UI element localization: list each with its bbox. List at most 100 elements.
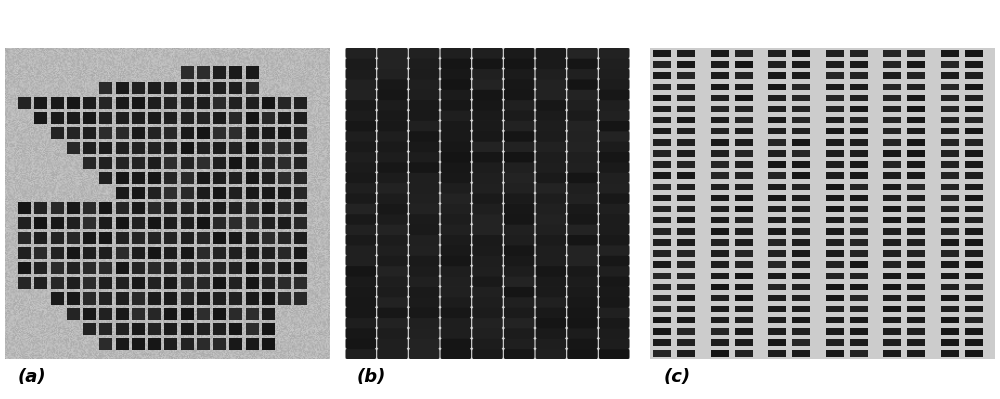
- Bar: [653, 184, 671, 190]
- Bar: [116, 112, 128, 124]
- Bar: [826, 273, 844, 279]
- Bar: [262, 127, 275, 139]
- FancyBboxPatch shape: [536, 193, 566, 204]
- FancyBboxPatch shape: [472, 255, 503, 266]
- FancyBboxPatch shape: [441, 265, 471, 277]
- Bar: [229, 323, 242, 335]
- Bar: [197, 157, 210, 169]
- Bar: [67, 308, 80, 320]
- Bar: [677, 128, 695, 134]
- Bar: [711, 95, 729, 101]
- FancyBboxPatch shape: [567, 286, 598, 297]
- Text: (b): (b): [356, 368, 386, 386]
- FancyBboxPatch shape: [599, 317, 629, 328]
- FancyBboxPatch shape: [472, 89, 503, 100]
- Bar: [262, 142, 275, 154]
- Bar: [262, 338, 275, 350]
- Bar: [768, 61, 786, 68]
- Bar: [653, 261, 671, 268]
- Bar: [197, 292, 210, 304]
- Bar: [941, 83, 959, 90]
- Bar: [653, 128, 671, 134]
- FancyBboxPatch shape: [567, 162, 598, 173]
- FancyBboxPatch shape: [567, 234, 598, 245]
- Bar: [907, 284, 925, 290]
- Bar: [941, 328, 959, 334]
- Bar: [294, 202, 307, 214]
- Bar: [180, 172, 194, 184]
- Bar: [677, 328, 695, 334]
- Bar: [711, 328, 729, 334]
- FancyBboxPatch shape: [536, 286, 566, 297]
- Bar: [294, 277, 307, 290]
- Bar: [180, 338, 194, 350]
- Bar: [653, 95, 671, 101]
- Bar: [180, 232, 194, 244]
- Bar: [164, 277, 177, 290]
- FancyBboxPatch shape: [377, 172, 408, 183]
- Bar: [941, 317, 959, 324]
- Bar: [83, 97, 96, 109]
- FancyBboxPatch shape: [567, 276, 598, 287]
- FancyBboxPatch shape: [346, 68, 376, 79]
- Bar: [677, 83, 695, 90]
- Bar: [148, 277, 161, 290]
- FancyBboxPatch shape: [472, 110, 503, 121]
- Bar: [711, 117, 729, 123]
- Bar: [197, 127, 210, 139]
- Bar: [883, 239, 901, 246]
- FancyBboxPatch shape: [441, 328, 471, 339]
- FancyBboxPatch shape: [599, 68, 629, 79]
- Bar: [850, 50, 868, 57]
- FancyBboxPatch shape: [599, 162, 629, 173]
- Bar: [677, 50, 695, 57]
- Bar: [83, 202, 96, 214]
- Bar: [197, 142, 210, 154]
- Bar: [735, 339, 753, 346]
- Bar: [51, 217, 64, 229]
- Bar: [213, 263, 226, 275]
- Bar: [677, 150, 695, 157]
- Bar: [883, 328, 901, 334]
- Bar: [83, 217, 96, 229]
- Bar: [180, 81, 194, 94]
- FancyBboxPatch shape: [599, 286, 629, 297]
- Bar: [99, 338, 112, 350]
- Bar: [711, 306, 729, 312]
- FancyBboxPatch shape: [377, 89, 408, 100]
- FancyBboxPatch shape: [409, 162, 439, 173]
- Bar: [907, 261, 925, 268]
- Bar: [213, 97, 226, 109]
- Bar: [907, 317, 925, 324]
- Bar: [116, 157, 128, 169]
- Bar: [792, 73, 810, 79]
- Bar: [213, 292, 226, 304]
- FancyBboxPatch shape: [346, 162, 376, 173]
- FancyBboxPatch shape: [346, 47, 376, 59]
- FancyBboxPatch shape: [504, 265, 534, 277]
- FancyBboxPatch shape: [377, 193, 408, 204]
- Bar: [229, 142, 242, 154]
- FancyBboxPatch shape: [567, 89, 598, 100]
- Bar: [213, 172, 226, 184]
- Bar: [132, 217, 145, 229]
- FancyBboxPatch shape: [599, 338, 629, 349]
- FancyBboxPatch shape: [504, 255, 534, 266]
- FancyBboxPatch shape: [409, 234, 439, 245]
- Bar: [850, 61, 868, 68]
- FancyBboxPatch shape: [599, 348, 629, 359]
- Bar: [907, 61, 925, 68]
- Bar: [792, 195, 810, 201]
- Bar: [792, 184, 810, 190]
- FancyBboxPatch shape: [409, 151, 439, 162]
- Bar: [711, 295, 729, 301]
- Bar: [132, 127, 145, 139]
- Bar: [883, 139, 901, 146]
- FancyBboxPatch shape: [567, 307, 598, 318]
- FancyBboxPatch shape: [409, 172, 439, 183]
- FancyBboxPatch shape: [472, 99, 503, 111]
- FancyBboxPatch shape: [346, 141, 376, 152]
- FancyBboxPatch shape: [377, 234, 408, 245]
- Bar: [164, 81, 177, 94]
- Bar: [792, 106, 810, 112]
